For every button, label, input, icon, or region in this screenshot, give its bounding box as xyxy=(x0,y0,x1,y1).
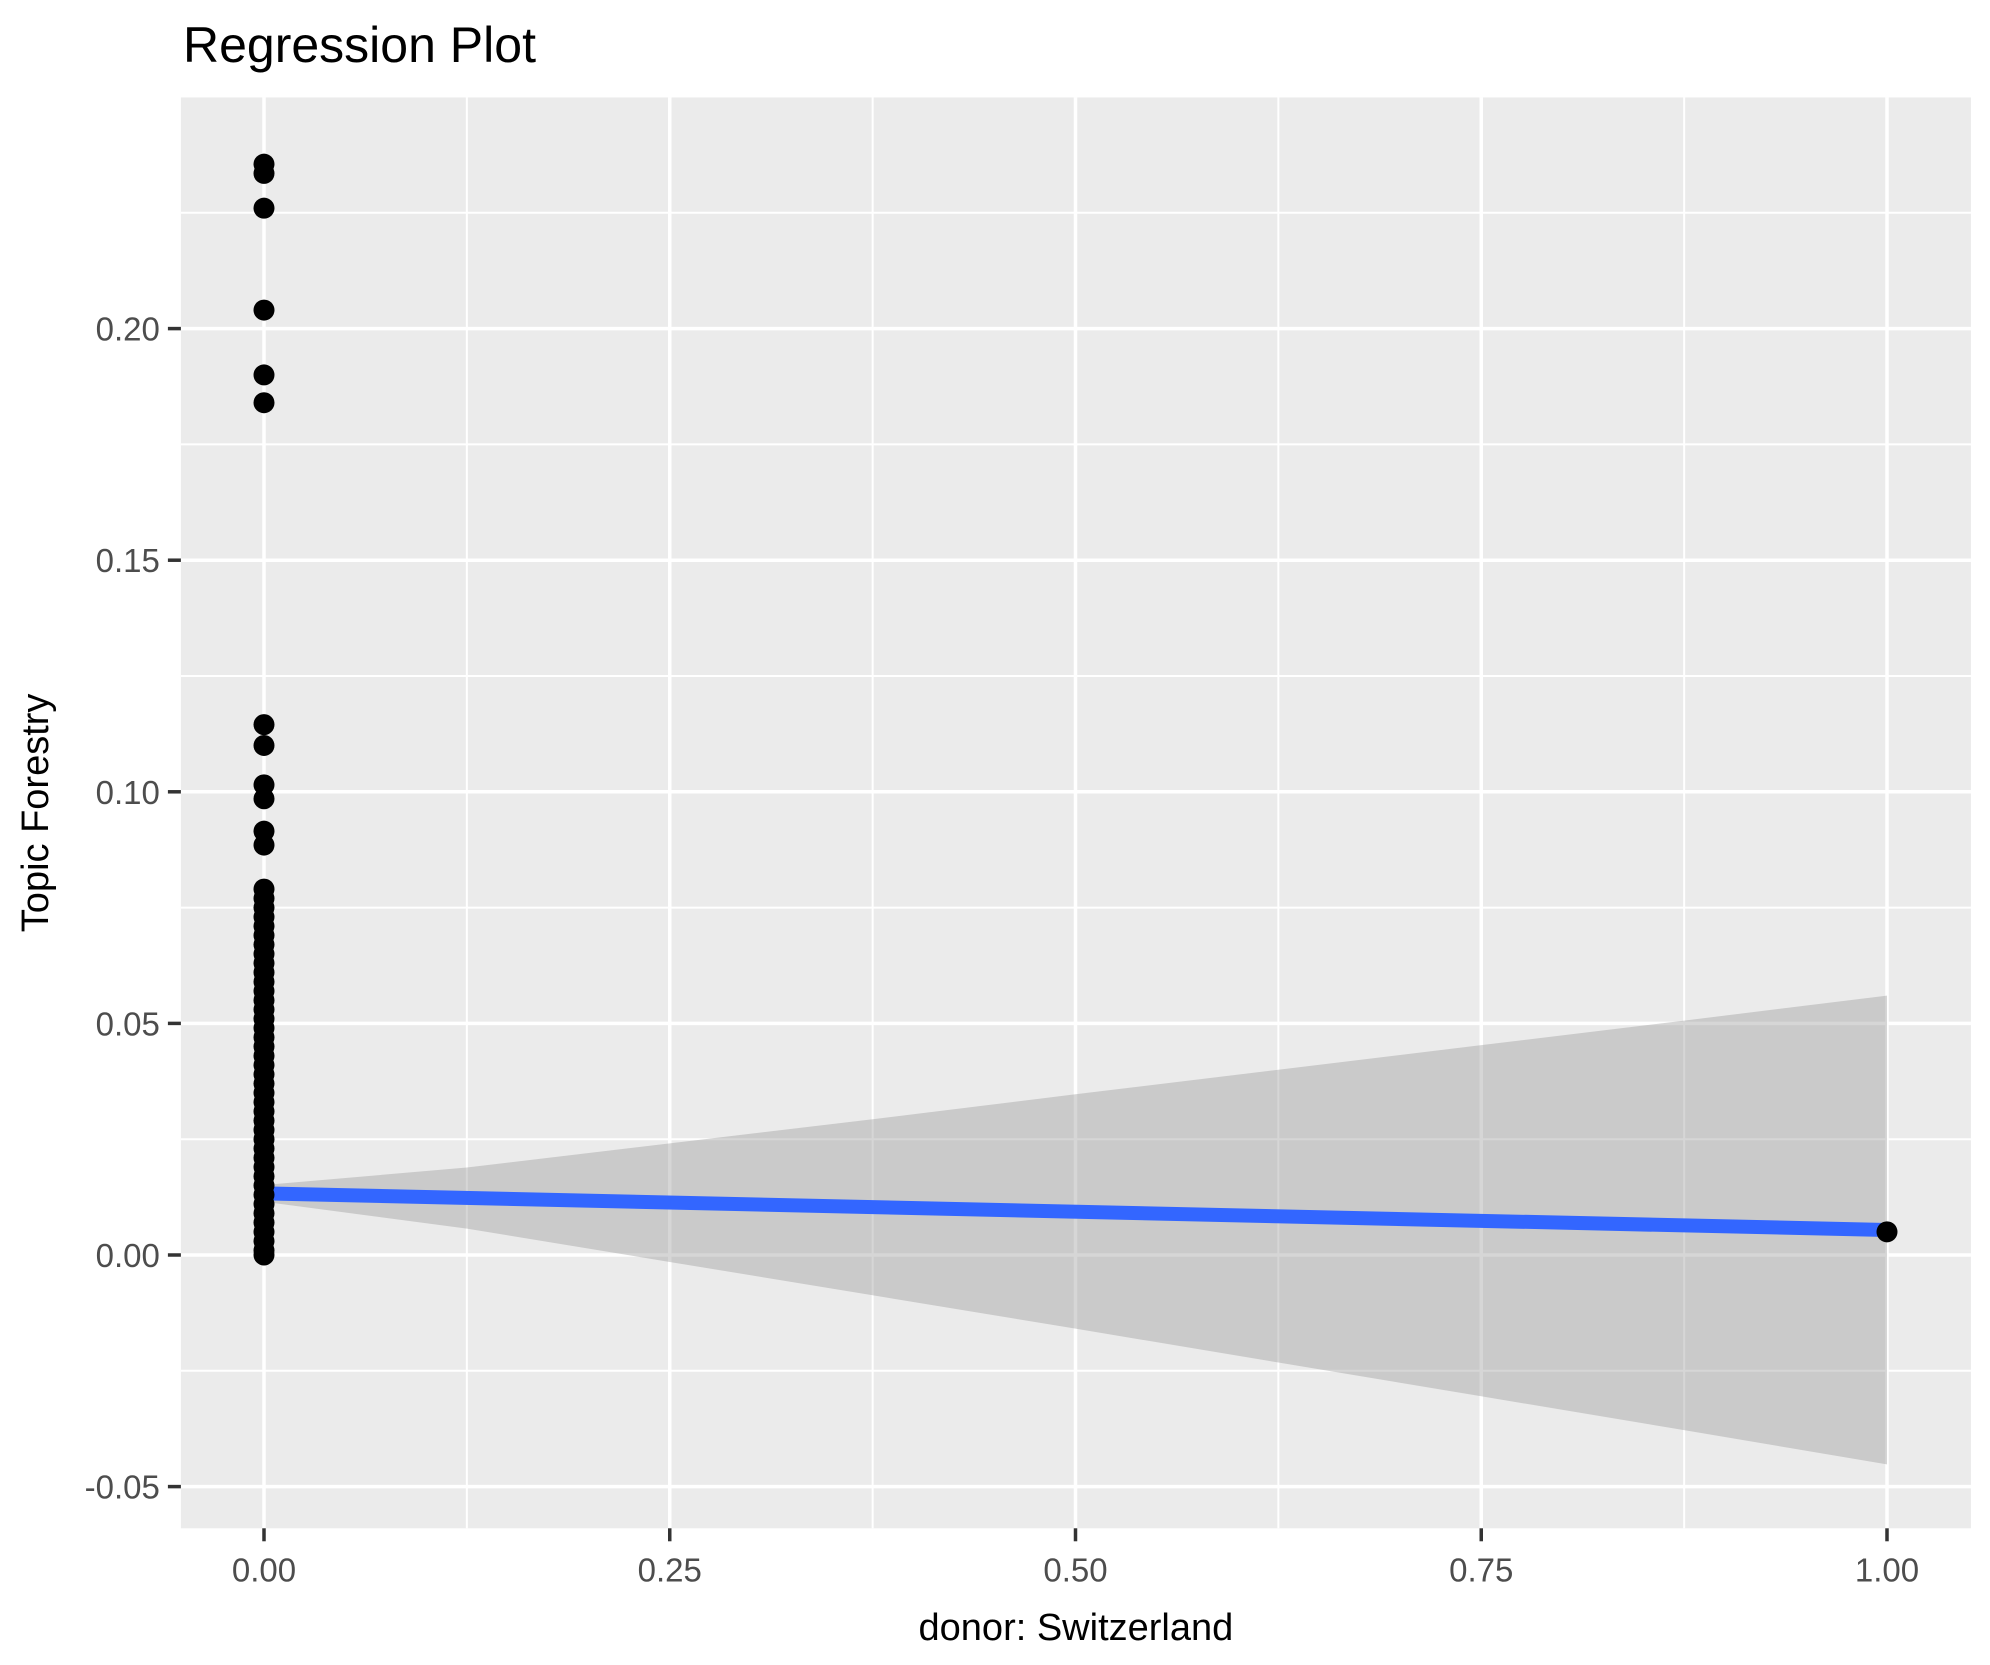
x-tick-label: 0.00 xyxy=(232,1551,296,1588)
scatter-point xyxy=(253,714,275,736)
y-tick-label: -0.05 xyxy=(85,1469,160,1506)
y-tick-label: 0.05 xyxy=(96,1005,160,1042)
scatter-point xyxy=(253,162,275,184)
scatter-point xyxy=(253,197,275,219)
scatter-point xyxy=(253,734,275,756)
x-tick-label: 0.25 xyxy=(638,1551,702,1588)
axis-tick-marks xyxy=(167,326,1889,1542)
x-axis-title: donor: Switzerland xyxy=(919,1607,1234,1649)
scatter-point xyxy=(1876,1221,1898,1243)
y-tick-label: 0.10 xyxy=(96,774,160,811)
chart-title: Regression Plot xyxy=(183,17,536,73)
x-tick-label: 0.50 xyxy=(1043,1551,1107,1588)
scatter-points xyxy=(253,153,1898,1266)
x-tick-label: 0.75 xyxy=(1449,1551,1513,1588)
scatter-point xyxy=(253,299,275,321)
scatter-point xyxy=(253,834,275,856)
y-tick-label: 0.15 xyxy=(96,542,160,579)
scatter-point xyxy=(253,392,275,414)
y-tick-label: 0.00 xyxy=(96,1237,160,1274)
gridlines-major xyxy=(180,97,1971,1529)
y-axis-title: Topic Forestry xyxy=(15,694,57,933)
confidence-band xyxy=(264,995,1887,1465)
y-tick-label: 0.20 xyxy=(96,311,160,348)
scatter-point xyxy=(253,1244,275,1266)
axis-tick-labels: 0.00 0.25 0.50 0.75 1.00 -0.05 0.00 0.05 0.10 0.1… xyxy=(85,311,1919,1589)
scatter-point xyxy=(253,364,275,386)
scatter-point xyxy=(253,788,275,810)
regression-line xyxy=(263,1186,1888,1237)
x-tick-label: 1.00 xyxy=(1855,1551,1919,1588)
